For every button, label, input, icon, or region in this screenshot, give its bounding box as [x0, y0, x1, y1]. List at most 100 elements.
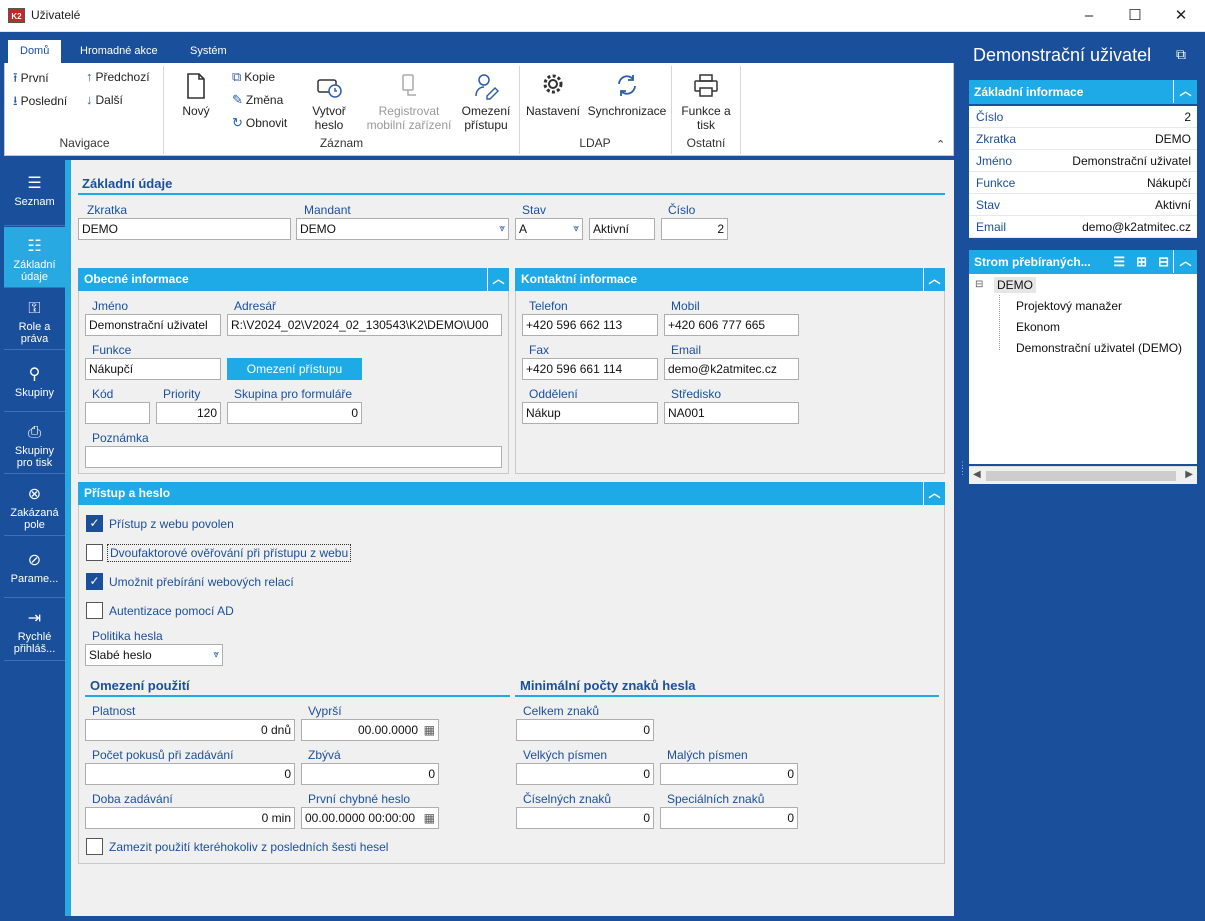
- next-button[interactable]: ↓ Další: [86, 92, 123, 107]
- cislo-label: Číslo: [668, 203, 696, 217]
- calendar-icon[interactable]: ▦: [423, 811, 435, 825]
- change-button[interactable]: ✎ Změna: [232, 92, 284, 107]
- close-button[interactable]: ✕: [1174, 7, 1188, 24]
- telefon-field[interactable]: +420 596 662 113: [522, 314, 658, 336]
- group-label-zaznam: Záznam: [319, 136, 364, 150]
- collapse-icon[interactable]: ︿: [1173, 250, 1197, 273]
- collapse-ribbon-icon[interactable]: ⌃: [936, 139, 946, 151]
- nav-item-0[interactable]: ☰ Seznam: [4, 160, 65, 226]
- scroll-left-icon[interactable]: ◀: [973, 469, 981, 480]
- last-button[interactable]: ⭳ Poslední: [13, 93, 68, 108]
- dropdown-icon[interactable]: ⩔: [573, 223, 579, 234]
- register-mobile-button[interactable]: Registrovat mobilní zařízení: [364, 72, 454, 132]
- contact-title: Kontaktní informace: [521, 272, 638, 286]
- horizontal-scrollbar[interactable]: ◀ ▶: [969, 466, 1197, 484]
- adresar-field[interactable]: R:\V2024_02\V2024_02_130543\K2\DEMO\U00: [227, 314, 502, 336]
- copy-button[interactable]: ⧉ Kopie: [232, 69, 275, 84]
- policy-select[interactable]: Slabé heslo ⩔: [85, 644, 223, 666]
- malych-field[interactable]: 0: [660, 763, 798, 785]
- oddeleni-field[interactable]: Nákup: [522, 402, 658, 424]
- menu-lines-icon[interactable]: ☰: [1113, 254, 1125, 269]
- nav-item-6[interactable]: ⊘ Parame...: [4, 537, 65, 598]
- minimize-button[interactable]: –: [1084, 7, 1094, 24]
- previous-button[interactable]: ↑ Předchozí: [86, 69, 150, 84]
- priority-field[interactable]: 120: [156, 402, 221, 424]
- web-access-checkbox[interactable]: ✓: [86, 515, 103, 532]
- collapse-icon[interactable]: ︿: [487, 268, 509, 291]
- tree-root[interactable]: DEMO: [994, 277, 1036, 293]
- platnost-field[interactable]: 0 dnů: [85, 719, 295, 741]
- tree-node[interactable]: Demonstrační uživatel (DEMO): [1016, 341, 1183, 355]
- tree-node[interactable]: Ekonom: [1016, 320, 1061, 334]
- prvni-field[interactable]: 00.00.0000 00:00:00 ▦: [301, 807, 439, 829]
- nav-item-7[interactable]: ⇥ Rychlé přihláš...: [4, 599, 65, 661]
- restrict-access-ribbon-button[interactable]: Omezení přístupu: [458, 72, 514, 132]
- arrow-up-first-icon: ⭱: [13, 70, 18, 85]
- scroll-right-icon[interactable]: ▶: [1185, 469, 1193, 480]
- collapse-icon[interactable]: ︿: [923, 268, 945, 291]
- doba-field[interactable]: 0 min: [85, 807, 295, 829]
- first-button[interactable]: ⭱ První: [13, 70, 49, 85]
- mandant-select[interactable]: DEMO ⩔: [296, 218, 509, 240]
- groups-icon: ⚲: [28, 366, 41, 383]
- splitter-grip-icon[interactable]: ⋮ ⋮: [958, 460, 967, 476]
- restrict-access-button[interactable]: Omezení přístupu: [227, 358, 362, 380]
- dropdown-icon[interactable]: ⩔: [213, 649, 219, 660]
- section-divider: [515, 695, 939, 697]
- zbyva-label: Zbývá: [308, 748, 341, 762]
- tab-hromadne-akce[interactable]: Hromadné akce: [80, 45, 158, 57]
- two-factor-checkbox[interactable]: [86, 544, 103, 561]
- skupina-field[interactable]: 0: [227, 402, 362, 424]
- maximize-button[interactable]: ☐: [1128, 7, 1142, 24]
- tree-collapse-icon[interactable]: ⊟: [975, 279, 984, 290]
- collapse-icon[interactable]: ︿: [923, 482, 945, 505]
- specialnich-field[interactable]: 0: [660, 807, 798, 829]
- zkratka-field[interactable]: DEMO: [78, 218, 291, 240]
- pane-splitter[interactable]: [956, 36, 964, 916]
- velkych-field[interactable]: 0: [516, 763, 654, 785]
- stav-select[interactable]: A ⩔: [515, 218, 583, 240]
- info-value: DEMO: [1155, 132, 1191, 146]
- poznamka-field[interactable]: [85, 446, 502, 468]
- collapse-all-icon[interactable]: ⊟: [1158, 254, 1169, 269]
- web-sessions-checkbox[interactable]: ✓: [86, 573, 103, 590]
- mobil-field[interactable]: +420 606 777 665: [664, 314, 799, 336]
- funkce-field[interactable]: Nákupčí: [85, 358, 221, 380]
- functions-print-button[interactable]: Funkce a tisk: [678, 72, 734, 132]
- email-field[interactable]: demo@k2atmitec.cz: [664, 358, 799, 380]
- fax-field[interactable]: +420 596 661 114: [522, 358, 658, 380]
- last-six-checkbox[interactable]: [86, 838, 103, 855]
- scrollbar-thumb[interactable]: [986, 471, 1176, 481]
- vyprsi-field[interactable]: 00.00.0000 ▦: [301, 719, 439, 741]
- nav-item-1[interactable]: ☷ Základní údaje: [4, 227, 65, 288]
- zbyva-field[interactable]: 0: [301, 763, 439, 785]
- nav-item-3[interactable]: ⚲ Skupiny: [4, 351, 65, 412]
- dropdown-icon[interactable]: ⩔: [499, 223, 505, 234]
- create-password-button[interactable]: Vytvoř heslo: [306, 72, 352, 132]
- expand-all-icon[interactable]: ⊞: [1136, 254, 1147, 269]
- sync-icon: [618, 75, 636, 96]
- pokusy-field[interactable]: 0: [85, 763, 295, 785]
- kod-field[interactable]: [85, 402, 150, 424]
- ciselnych-field[interactable]: 0: [516, 807, 654, 829]
- nav-item-4[interactable]: ⎙ Skupiny pro tisk: [4, 413, 65, 474]
- calendar-icon[interactable]: ▦: [423, 723, 435, 737]
- tab-system[interactable]: Systém: [190, 45, 227, 57]
- nav-item-2[interactable]: ⚿ Role a práva: [4, 289, 65, 350]
- nav-item-5[interactable]: ⊗ Zakázaná pole: [4, 475, 65, 536]
- tab-domu[interactable]: Domů: [8, 40, 62, 63]
- cislo-field[interactable]: 2: [661, 218, 728, 240]
- tree-node[interactable]: Projektový manažer: [1016, 299, 1123, 313]
- jmeno-field[interactable]: Demonstrační uživatel: [85, 314, 221, 336]
- stredisko-field[interactable]: NA001: [664, 402, 799, 424]
- ldap-settings-button[interactable]: Nastavení: [525, 72, 581, 118]
- ad-auth-checkbox[interactable]: [86, 602, 103, 619]
- refresh-button[interactable]: ↻ Obnovit: [232, 115, 288, 130]
- open-external-icon[interactable]: ⧉: [1176, 46, 1186, 62]
- new-button[interactable]: Nový: [174, 72, 218, 118]
- ldap-sync-button[interactable]: Synchronizace: [587, 72, 667, 118]
- collapse-icon[interactable]: ︿: [1173, 80, 1197, 103]
- info-value: 2: [1184, 110, 1191, 124]
- info-row: Funkce Nákupčí: [969, 172, 1197, 194]
- celkem-field[interactable]: 0: [516, 719, 654, 741]
